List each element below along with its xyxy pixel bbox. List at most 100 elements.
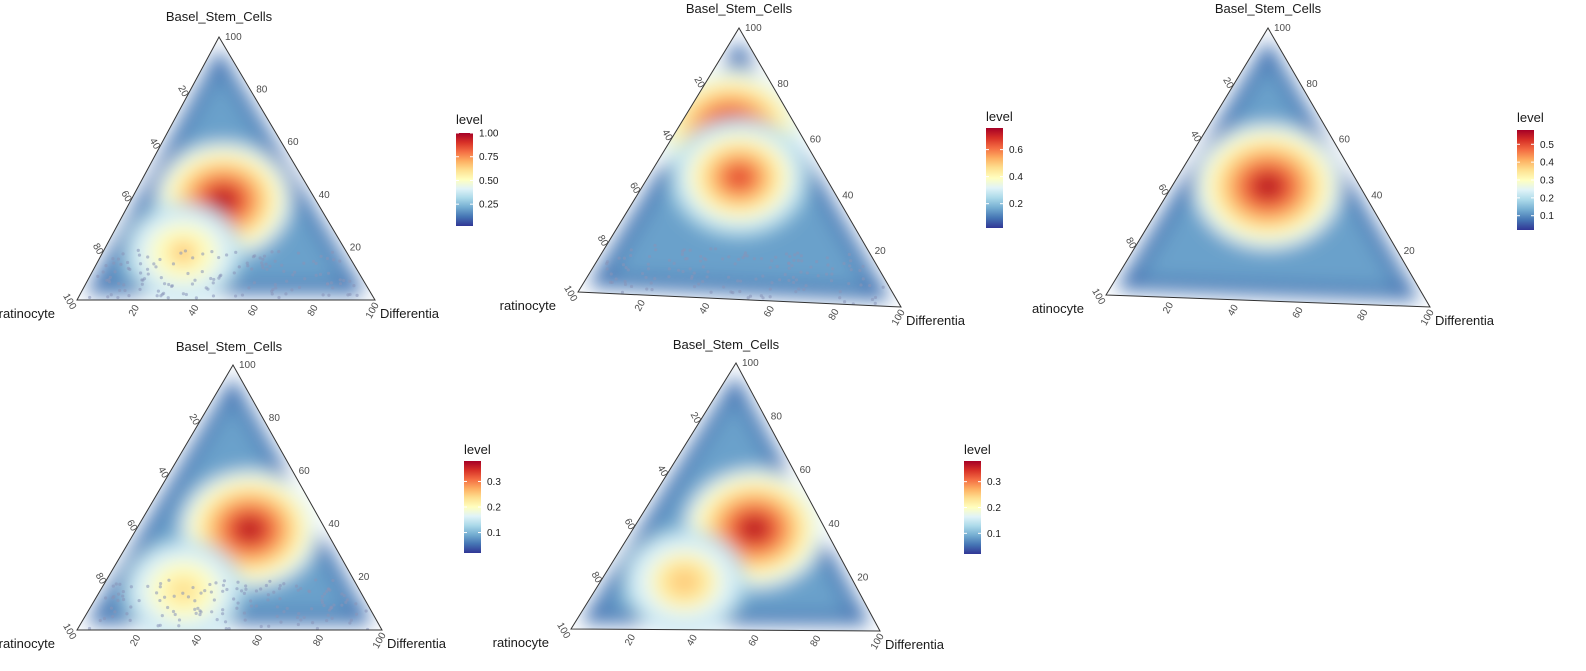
density-peak-1-ring [745,520,764,537]
scatter-point [209,590,213,594]
density-peak-1-ring [214,192,233,208]
scatter-point [653,277,657,281]
tick-label-right: 40 [828,519,840,530]
scatter-point [667,267,671,271]
scatter-point [802,287,806,292]
scatter-point [290,288,294,292]
scatter-point [203,589,207,593]
scatter-point [88,295,92,300]
scatter-point [111,614,115,619]
tick-label-left: 20 [691,75,706,91]
scatter-point [111,584,115,588]
scatter-point [118,582,122,586]
tick-label-right: 100 [742,358,759,369]
corner-label-right: Differentia [885,637,945,652]
scatter-point [210,250,214,254]
scatter-point [800,259,804,263]
scatter-point [783,272,787,277]
scatter-point [282,269,286,274]
legend-tick-label: 0.4 [1009,172,1023,183]
scatter-point [748,294,753,298]
tick-label-left: 60 [627,181,642,197]
scatter-point [709,290,713,294]
scatter-point [824,272,829,276]
legend-colorbar [1517,130,1534,230]
scatter-point [870,297,875,302]
scatter-point [729,290,733,294]
scatter-point [805,271,809,275]
scatter-point [364,609,368,613]
scatter-point [270,250,274,254]
scatter-point [280,263,284,267]
scatter-point [194,611,198,616]
scatter-point [830,267,835,271]
tick-label-right: 60 [1339,135,1351,146]
tick-label-left: 40 [655,464,670,480]
scatter-point [314,273,318,277]
scatter-point [354,612,359,616]
tick-label-left: 60 [1155,182,1170,198]
scatter-point [121,589,125,594]
density-peak-2-ring [175,246,191,260]
scatter-point [169,284,174,288]
scatter-point [261,257,265,261]
scatter-point [282,582,286,586]
scatter-point [697,282,701,286]
scatter-point [200,269,204,274]
scatter-point [325,282,330,286]
scatter-point [815,260,819,264]
scatter-point [327,293,331,297]
scatter-point [610,280,614,284]
scatter-point [338,282,343,286]
scatter-point [327,608,332,612]
scatter-point [721,257,725,261]
legend-tick-label: 0.50 [479,176,499,187]
corner-label-right: Differentia [380,306,440,321]
scatter-point [297,611,301,616]
scatter-point [246,264,250,268]
scatter-point [699,254,703,259]
scatter-points [87,578,370,630]
legend-title: level [456,112,483,127]
scatter-point [109,606,114,610]
scatter-point [299,586,303,591]
scatter-point [221,608,225,612]
chart-title: Basel_Stem_Cells [166,9,273,24]
scatter-point [331,578,335,583]
scatter-point [646,267,651,271]
scatter-point [761,274,765,278]
scatter-point [117,282,121,286]
ternary-axis-frame [76,363,383,631]
scatter-point [302,261,306,265]
scatter-point [736,279,740,283]
scatter-point [788,254,792,259]
scatter-point [177,618,182,622]
scatter-point [672,261,676,265]
scatter-point [273,259,277,263]
scatter-point [105,278,109,282]
scatter-point [768,287,772,291]
scatter-point [605,262,609,266]
tick-label-bottom: 60 [747,633,762,649]
scatter-point [179,251,183,255]
tick-label-right: 20 [350,242,362,253]
scatter-point [645,287,649,291]
scatter-point [264,583,268,588]
scatter-point [881,285,885,289]
scatter-point [816,274,820,278]
scatter-point [125,260,130,265]
scatter-point [796,251,800,255]
scatter-point [319,254,323,258]
scatter-point [774,255,778,259]
scatter-point [629,284,634,289]
scatter-point [303,277,307,281]
tick-label-bottom: 20 [127,303,142,319]
scatter-point [312,259,316,263]
scatter-point [326,613,330,617]
scatter-point [768,265,772,270]
tick-label-left: 40 [659,128,674,144]
scatter-point [191,585,195,590]
scatter-point [646,262,650,266]
scatter-point [348,621,352,625]
scatter-point [140,282,144,286]
